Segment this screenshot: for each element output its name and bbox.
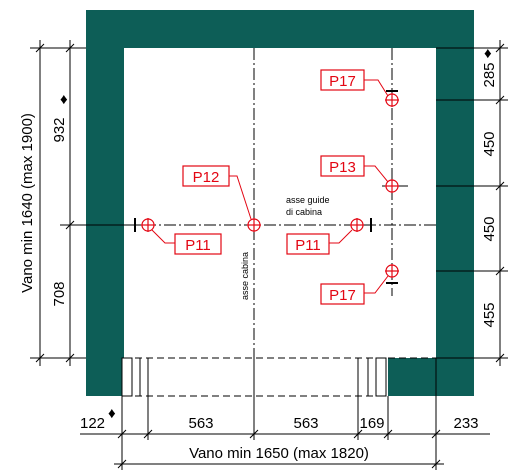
svg-text:P17: P17 <box>329 287 356 304</box>
point-p11-left-marker <box>141 218 155 232</box>
cabin-axis-label: asse cabina <box>240 252 250 300</box>
point-p17-bottom-marker <box>385 264 399 278</box>
tag-p17-bottom: P17 <box>320 283 365 305</box>
wall-bottom-right <box>388 358 474 396</box>
point-p12-marker <box>247 218 261 232</box>
bottom-dimension-lines <box>80 358 490 470</box>
svg-text:P11: P11 <box>185 237 211 254</box>
shaft-walls <box>86 10 474 396</box>
svg-text:P17: P17 <box>329 73 356 90</box>
point-p11-right-marker <box>350 218 364 232</box>
tag-p13: P13 <box>320 155 365 177</box>
bottom-dim-4: 169 <box>359 415 384 432</box>
guide-axis-label-line2: di cabina <box>286 207 322 217</box>
point-tags: P17 P12 P13 P11 P11 P17 <box>174 69 365 305</box>
horizontal-overall-dimension: Vano min 1650 (max 1820) <box>189 445 369 462</box>
point-p17-top-marker <box>385 93 399 107</box>
bottom-dim-2: 563 <box>188 415 213 432</box>
wall-bottom-left <box>86 358 122 396</box>
wall-top <box>86 10 474 48</box>
right-dim-4: 455 <box>481 302 498 327</box>
guide-axis-label-line1: asse guide <box>286 195 330 205</box>
tag-p11-right: P11 <box>286 233 330 255</box>
right-dim-2: 450 <box>481 131 498 156</box>
bottom-dim-1: 122 <box>80 415 105 432</box>
wall-right <box>436 48 474 358</box>
bottom-dim-3: 563 <box>293 415 318 432</box>
right-dimension-lines <box>436 40 508 366</box>
tag-p17-top: P17 <box>320 69 365 91</box>
point-p13-marker <box>385 179 399 193</box>
vertical-dim-lower: 708 <box>51 281 68 306</box>
svg-text:P13: P13 <box>329 159 356 176</box>
point-markers <box>141 93 399 278</box>
tag-p12: P12 <box>182 165 230 187</box>
vertical-dim-upper-diamond: ♦ <box>60 91 68 108</box>
vertical-dim-upper: 932 <box>51 117 68 142</box>
leader-lines <box>151 79 389 294</box>
left-dimension-lines <box>30 40 124 366</box>
bottom-dim-1-diamond: ♦ <box>108 405 116 422</box>
vertical-overall-dimension: Vano min 1640 (max 1900) <box>19 113 36 293</box>
svg-text:P11: P11 <box>295 237 321 254</box>
wall-left <box>86 48 124 358</box>
right-dim-3: 450 <box>481 216 498 241</box>
right-dim-1-diamond: ♦ <box>484 45 492 62</box>
right-dim-1: 285 <box>481 62 498 87</box>
tag-p11-left: P11 <box>174 233 222 255</box>
svg-text:P12: P12 <box>193 169 220 186</box>
bottom-dim-5: 233 <box>453 415 478 432</box>
